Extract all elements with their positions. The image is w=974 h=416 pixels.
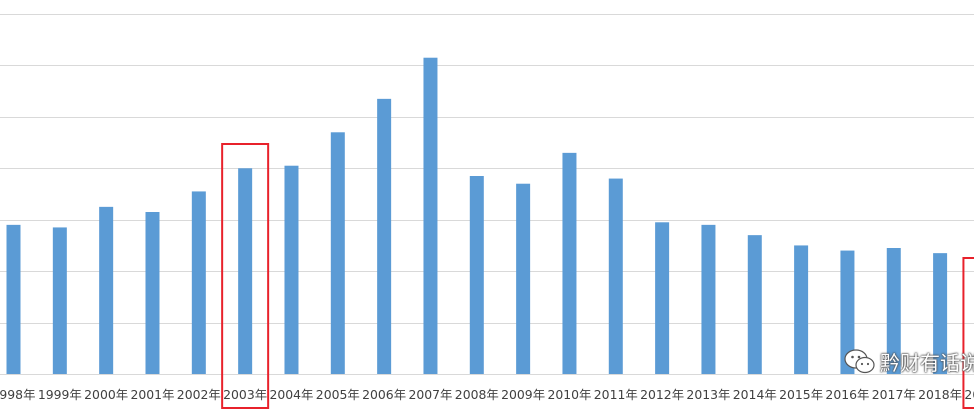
bar-2016年 — [840, 250, 855, 374]
x-tick-label: 2007年 — [408, 388, 452, 402]
bar-1999年 — [52, 227, 67, 374]
x-tick-label: 2006年 — [362, 388, 406, 402]
bar-2005年 — [330, 132, 345, 374]
highlight-boxes — [221, 143, 974, 409]
x-tick-label: 2016年 — [825, 388, 869, 402]
bar-2014年 — [747, 235, 762, 374]
bar-2002年 — [191, 191, 206, 374]
x-tick-label: 1999年 — [38, 388, 82, 402]
bar-2017年 — [886, 248, 901, 374]
bar-2001年 — [145, 212, 160, 374]
bar-2006年 — [377, 98, 392, 374]
x-tick-label: 2000年 — [84, 388, 128, 402]
bar-2015年 — [794, 245, 809, 374]
watermark: 黔财有话说 — [844, 347, 974, 376]
highlight-box-2019年 — [962, 257, 974, 409]
x-tick-label: 2005年 — [316, 388, 360, 402]
wechat-icon — [844, 348, 875, 373]
bar-2004年 — [284, 165, 299, 374]
x-tick-label: 2015年 — [779, 388, 823, 402]
bar-2011年 — [608, 178, 623, 374]
x-tick-label: 2010年 — [547, 388, 591, 402]
bar-2008年 — [469, 176, 484, 374]
x-axis-labels: 1998年1999年2000年2001年2002年2003年2004年2005年… — [0, 388, 974, 402]
x-tick-label: 2014年 — [733, 388, 777, 402]
bar-2018年 — [933, 253, 948, 374]
x-tick-label: 2017年 — [872, 388, 916, 402]
bars — [6, 57, 948, 374]
x-tick-label: 2001年 — [130, 388, 174, 402]
x-tick-label: 2012年 — [640, 388, 684, 402]
watermark-text: 黔财有话说 — [880, 351, 974, 375]
bar-2007年 — [423, 57, 438, 374]
gridlines — [0, 14, 974, 375]
bar-2000年 — [99, 206, 114, 374]
x-tick-label: 2011年 — [594, 388, 638, 402]
x-tick-label: 2008年 — [455, 388, 499, 402]
x-tick-label: 2019年 — [964, 388, 974, 402]
x-tick-label: 2009年 — [501, 388, 545, 402]
x-tick-label: 2018年 — [918, 388, 962, 402]
x-tick-label: 2004年 — [269, 388, 313, 402]
bar-2009年 — [516, 183, 531, 374]
highlight-box-2003年 — [221, 143, 270, 409]
bar-2012年 — [655, 222, 670, 374]
bar-2013年 — [701, 224, 716, 374]
x-tick-label: 2003年 — [223, 388, 267, 402]
bar-2010年 — [562, 152, 577, 374]
bar-2003年 — [238, 168, 253, 374]
x-tick-label: 2002年 — [177, 388, 221, 402]
x-tick-label: 2013年 — [686, 388, 730, 402]
bar-1998年 — [6, 224, 21, 374]
x-tick-label: 1998年 — [0, 388, 35, 402]
